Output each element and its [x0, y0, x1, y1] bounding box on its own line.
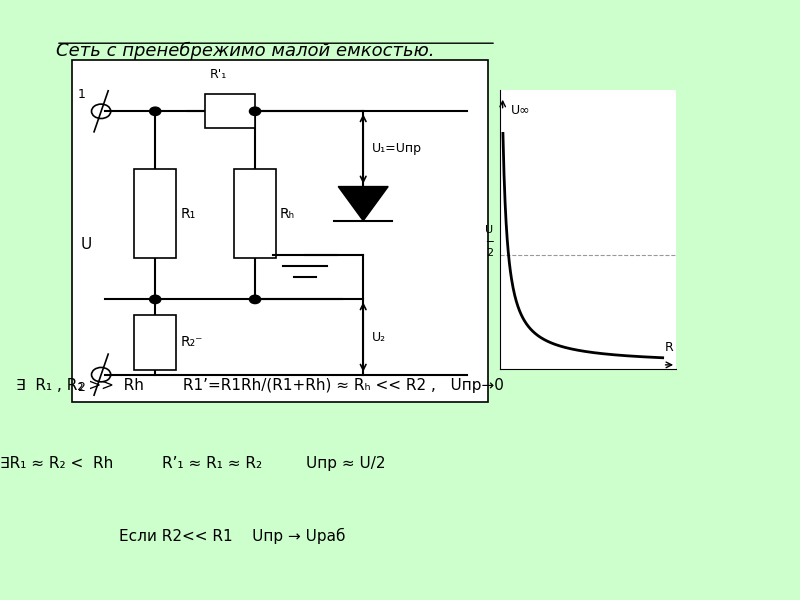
Polygon shape	[338, 187, 388, 221]
Text: R₂⁻: R₂⁻	[180, 335, 202, 349]
Bar	[234, 169, 276, 259]
Text: Если R2<< R1    Uпр → Uраб: Если R2<< R1 Uпр → Uраб	[80, 528, 346, 544]
Circle shape	[150, 107, 161, 115]
Circle shape	[150, 295, 161, 304]
Bar	[72, 60, 488, 402]
Text: R: R	[665, 341, 674, 354]
Text: U₂: U₂	[371, 331, 386, 344]
Text: R'₁: R'₁	[210, 68, 226, 80]
Text: 1: 1	[77, 88, 85, 101]
Bar	[134, 169, 176, 259]
Bar	[205, 94, 255, 128]
Text: Rₕ: Rₕ	[280, 207, 295, 221]
Text: R₁: R₁	[180, 207, 195, 221]
Text: U∞: U∞	[510, 104, 530, 117]
Text: U: U	[80, 237, 91, 252]
Text: U₁=Uпр: U₁=Uпр	[371, 142, 422, 155]
Circle shape	[250, 107, 261, 115]
Text: Сеть с пренебрежимо малой емкостью.: Сеть с пренебрежимо малой емкостью.	[56, 42, 434, 60]
Text: 2: 2	[77, 382, 85, 394]
Text: ∃R₁ ≈ R₂ <  Rh          R’₁ ≈ R₁ ≈ R₂         Uпр ≈ U/2: ∃R₁ ≈ R₂ < Rh R’₁ ≈ R₁ ≈ R₂ Uпр ≈ U/2	[0, 456, 386, 471]
Text: ∃  R₁ , R₂ >>  Rh        R1’=R1Rh/(R1+Rh) ≈ Rₕ << R2 ,   Uпр→0: ∃ R₁ , R₂ >> Rh R1’=R1Rh/(R1+Rh) ≈ Rₕ <<…	[16, 378, 504, 393]
Circle shape	[250, 295, 261, 304]
Bar	[134, 315, 176, 370]
Text: U
─
2: U ─ 2	[486, 224, 494, 258]
